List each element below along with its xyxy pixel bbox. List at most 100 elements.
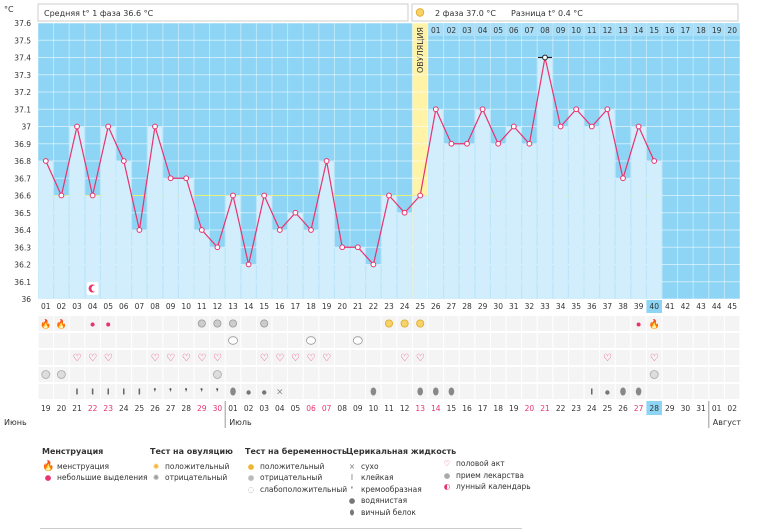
cycle-day-label: 35 [571,302,581,311]
legend-label: положительный [260,461,325,471]
temp-bar [600,109,615,299]
phase1-box [37,3,409,22]
marker-cell [678,333,693,348]
moon-icon: ◐ [443,482,451,492]
temp-bar [506,126,522,299]
date-label: 12 [400,404,410,413]
marker-cell [537,367,553,382]
cycle-day-label: 14 [244,302,254,311]
date-label: 13 [415,404,425,413]
creamy-icon: ❜ [200,388,203,399]
marker-cell [522,384,537,399]
temp-bar [178,178,194,299]
legend-label: половой акт [456,459,505,468]
marker-cell [381,350,397,365]
cycle-day-label: 13 [228,302,238,311]
pill-icon [649,370,659,379]
phase2-day-cell [428,24,444,36]
marker-cell [459,350,475,365]
marker-cell [490,333,506,348]
heart-icon: ♡ [166,353,175,364]
phase2-day-cell [662,24,678,36]
temp-point [42,158,49,164]
marker-cell [288,316,303,331]
cycle-day-label: 28 [462,302,472,311]
marker-cell [724,367,740,382]
date-label: 22 [88,404,98,413]
heart-icon: ♡ [151,353,160,364]
marker-cell [194,350,210,365]
eggwhite-icon [230,387,236,396]
pill-icon [57,370,66,379]
marker-cell [475,384,490,399]
marker-cell [490,316,506,331]
temp-point [432,106,439,113]
temp-point [152,123,158,130]
current-day-highlight [646,300,662,313]
cycle-day-label: 09 [166,302,176,311]
dry-icon: × [348,461,356,471]
marker-cell [69,316,85,331]
marker-cell [678,316,693,331]
y-tick-label: 37.5 [14,36,31,45]
sticky-icon: I [122,388,125,397]
phase2-day-cell [709,24,724,36]
phase2-day-label: 06 [509,26,519,35]
watery-icon [605,390,610,395]
phase2-day-cell [724,24,740,36]
marker-cell [116,316,132,331]
cycle-day-label: 11 [197,302,207,311]
legend-label: положительный [165,461,230,471]
heart-icon: ♡ [260,353,269,364]
eggwhite-icon: ⬮ [349,507,355,517]
y-tick-label: 37.2 [14,88,31,97]
temp-bar [69,126,85,299]
marker-cell [397,367,412,382]
marker-cell [537,350,553,365]
marker-cell [366,367,381,382]
date-label: 20 [57,404,67,413]
temp-point [74,123,80,130]
phase2-box [411,3,739,22]
marker-cell [709,316,724,331]
phase2-day-cell [444,24,459,36]
marker-cell [662,384,678,399]
cycle-day-label: 29 [478,302,488,311]
marker-cell [256,350,272,365]
marker-cell [584,316,600,331]
marker-cell [584,367,600,382]
marker-cell [522,367,537,382]
marker-cell [584,333,600,348]
date-label: 16 [462,404,472,413]
date-label: 25 [603,404,613,413]
date-label: 08 [337,404,347,413]
cycle-day-label: 40 [649,302,659,311]
heart-icon: ♡ [88,353,97,364]
date-label: 01 [228,404,238,413]
marker-cell [194,384,210,399]
marker-cell [568,367,584,382]
marker-cell [553,316,568,331]
marker-cell [506,367,522,382]
marker-cell [147,384,163,399]
phase2-day-label: 20 [727,26,737,35]
marker-cell [100,367,116,382]
ovulation-positive-icon: ✺ [152,461,160,471]
date-label: 25 [135,404,145,413]
phase2-day-cell [506,24,522,36]
marker-cell [631,333,646,348]
eggwhite-icon [417,387,424,396]
temp-point [276,227,283,233]
phase2-day-cell [475,24,490,36]
phase2-day-label: 17 [681,26,691,35]
diff-text: Разница t° 0.4 °C [511,9,583,18]
heart-icon: ♡ [291,353,300,364]
marker-cell [475,333,490,348]
marker-cell [334,316,350,331]
y-tick-label: 37.3 [14,71,31,80]
phase2-day-cell [600,24,615,36]
temp-point [495,140,502,147]
marker-cell [662,367,678,382]
eggwhite-icon [433,387,439,396]
marker-cell [116,350,132,365]
